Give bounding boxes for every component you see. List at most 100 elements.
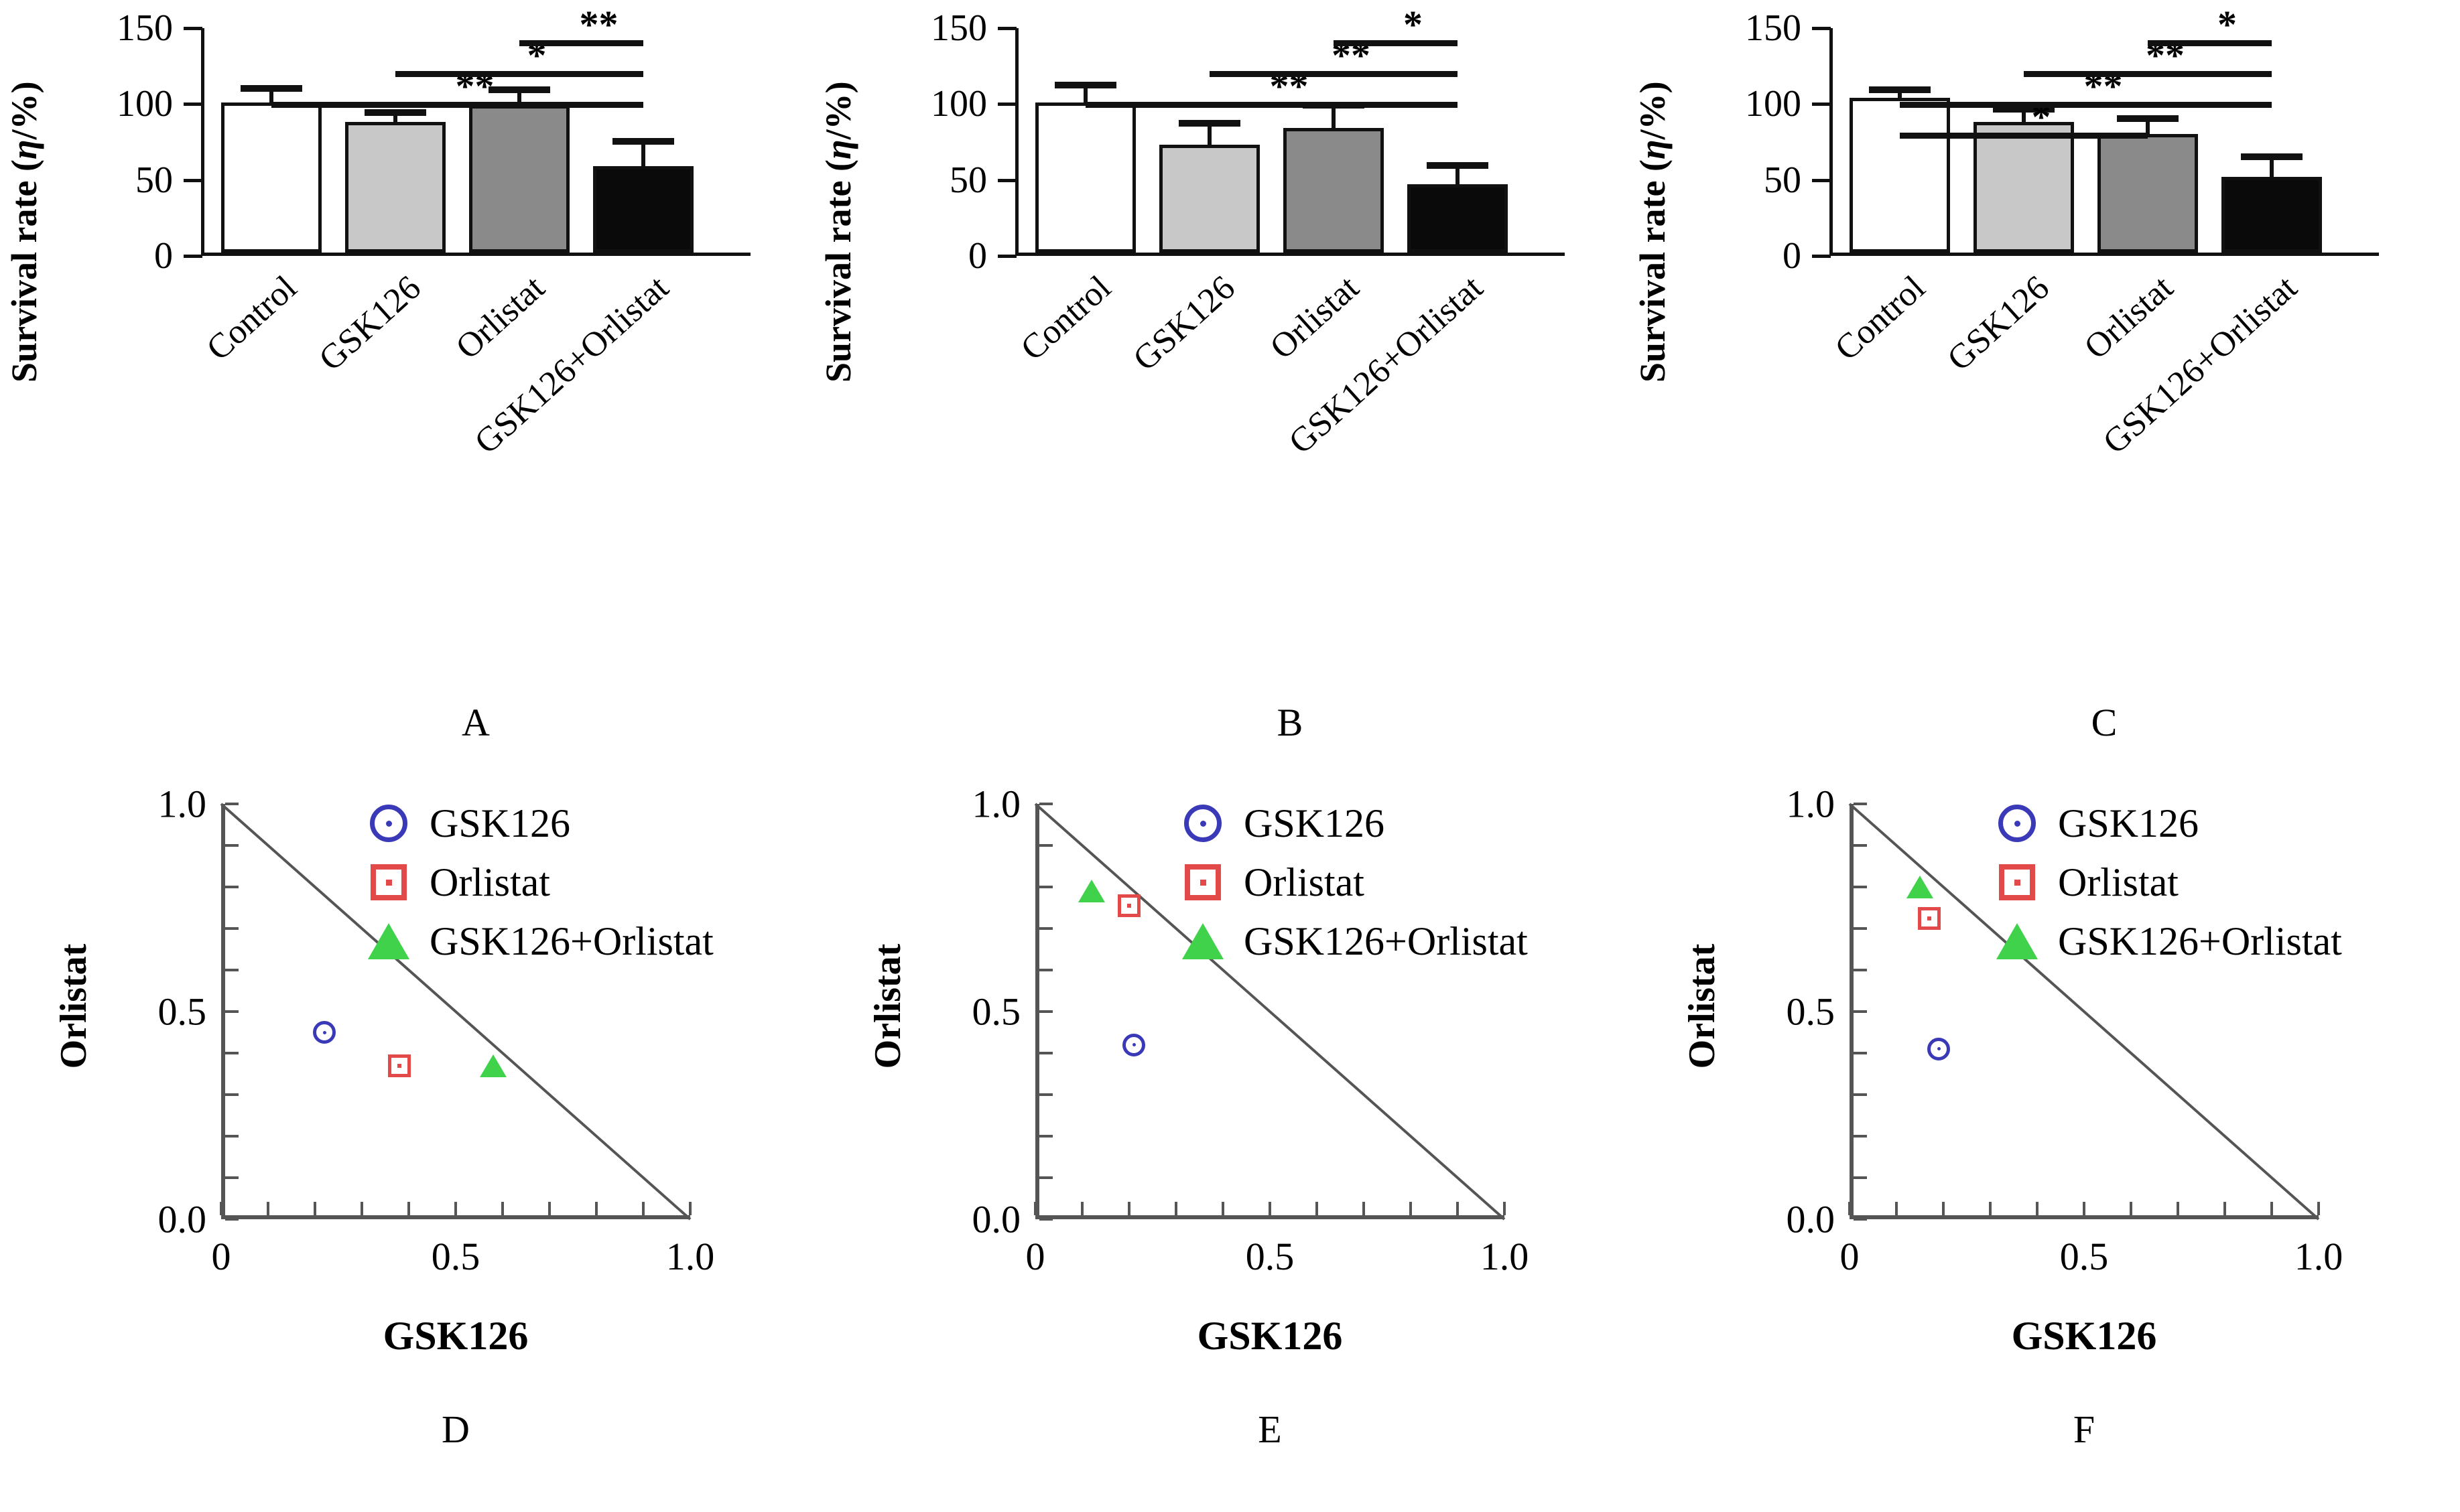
data-point-gsk126-plus-orlistat bbox=[1906, 876, 1933, 898]
iso-x-minor-tick bbox=[1848, 1202, 1851, 1215]
bar-orlistat bbox=[469, 25, 570, 253]
iso-plot-area: 0.0 0.5 1.0 0 0.5 1.0 GSK126 Orlistat GSK126+Orl… bbox=[1787, 782, 2343, 1279]
data-point-gsk126-plus-orlistat bbox=[480, 1054, 507, 1077]
iso-y-tick-label: 0.0 bbox=[157, 1197, 207, 1241]
y-tick: 150 bbox=[1745, 9, 1831, 47]
y-axis-line bbox=[201, 28, 204, 256]
isobologram-panel-e: Orlistat 0.0 0.5 1.0 0 0.5 1.0 GSK126 Orlistat GS… bbox=[814, 782, 1632, 1460]
bar-gsk126 bbox=[345, 25, 446, 253]
bar-gsk126 bbox=[1973, 25, 2074, 253]
iso-x-minor-tick bbox=[1034, 1202, 1037, 1215]
iso-x-minor-tick bbox=[1128, 1202, 1130, 1215]
legend-item-orlistat: Orlistat bbox=[1179, 857, 1528, 907]
iso-y-minor-tick bbox=[1854, 1052, 1867, 1054]
iso-x-minor-tick bbox=[1315, 1202, 1318, 1215]
y-tick: 0 bbox=[968, 237, 1017, 275]
iso-x-tick-label: 0 bbox=[211, 1235, 231, 1278]
error-bar-cap bbox=[1869, 86, 1931, 93]
iso-y-tick-label: 0.0 bbox=[972, 1197, 1021, 1241]
iso-y-minor-tick bbox=[225, 1093, 239, 1096]
y-axis-line bbox=[1015, 28, 1019, 256]
iso-x-minor-tick bbox=[454, 1202, 457, 1215]
circle-marker-icon bbox=[1927, 1037, 1950, 1060]
iso-y-minor-tick bbox=[1039, 1093, 1053, 1096]
iso-y-minor-tick bbox=[225, 803, 239, 805]
panel-letter-c: C bbox=[2091, 701, 2118, 744]
y-tick-label: 50 bbox=[1764, 159, 1801, 201]
iso-y-axis-line bbox=[1850, 804, 1854, 1219]
iso-x-tick-label: 0 bbox=[1025, 1235, 1045, 1278]
panel-letter-b: B bbox=[1277, 701, 1303, 744]
iso-y-minor-tick bbox=[1854, 927, 1867, 930]
iso-y-minor-tick bbox=[1854, 844, 1867, 847]
x-axis-label-gsk126: GSK126 bbox=[312, 268, 428, 379]
iso-y-minor-tick bbox=[225, 927, 239, 930]
y-tick: 100 bbox=[117, 85, 202, 123]
error-bar bbox=[1208, 126, 1212, 145]
iso-x-minor-tick bbox=[2177, 1202, 2179, 1215]
iso-y-minor-tick bbox=[1039, 1218, 1053, 1221]
square-legend-icon bbox=[1185, 864, 1221, 900]
error-bar-cap bbox=[1179, 119, 1240, 127]
bar-rect bbox=[345, 122, 446, 253]
iso-x-axis-line bbox=[221, 1215, 690, 1219]
x-axis-label-control: Control bbox=[199, 268, 304, 368]
iso-y-minor-tick bbox=[1039, 1135, 1053, 1138]
bar-rect bbox=[1850, 97, 1950, 253]
legend-symbol bbox=[365, 859, 412, 906]
iso-y-minor-tick bbox=[1039, 927, 1053, 930]
iso-y-axis-label: Orlistat bbox=[53, 943, 94, 1069]
iso-y-tick-label: 0.0 bbox=[1786, 1197, 1835, 1241]
legend-item-gsk126: GSK126 bbox=[1179, 799, 1528, 848]
iso-y-axis-line bbox=[1035, 804, 1039, 1219]
data-point-gsk126 bbox=[313, 1021, 336, 1044]
iso-x-minor-tick bbox=[2223, 1202, 2226, 1215]
bar-orlistat bbox=[2097, 25, 2198, 253]
y-tick: 50 bbox=[135, 161, 202, 199]
error-bar-cap bbox=[1427, 162, 1488, 169]
iso-x-tick-label: 0 bbox=[1839, 1235, 1860, 1278]
y-tick: 150 bbox=[117, 9, 202, 47]
iso-y-tick-label: 0.5 bbox=[1786, 989, 1835, 1034]
iso-x-tick-label: 1.0 bbox=[2294, 1235, 2343, 1278]
iso-x-tick-label: 0.5 bbox=[431, 1235, 480, 1278]
bar-rect bbox=[221, 102, 322, 253]
iso-x-minor-tick bbox=[2036, 1202, 2038, 1215]
iso-x-minor-tick bbox=[361, 1202, 363, 1215]
legend-symbol bbox=[1179, 800, 1226, 847]
circle-marker-icon bbox=[313, 1021, 336, 1044]
iso-y-tick-label: 1.0 bbox=[1786, 782, 1835, 826]
y-tick: 50 bbox=[1764, 161, 1831, 199]
error-bar bbox=[2022, 113, 2026, 123]
iso-y-axis-label: Orlistat bbox=[867, 943, 909, 1069]
iso-x-minor-tick bbox=[2270, 1202, 2273, 1215]
bar-gsk126 bbox=[1159, 25, 1260, 253]
iso-y-tick-label: 0.5 bbox=[972, 989, 1021, 1034]
error-bar bbox=[517, 93, 521, 106]
iso-x-minor-tick bbox=[2130, 1202, 2132, 1215]
bar-plot-area: 0 50 100 150 * ** ** * bbox=[1745, 5, 2379, 275]
legend: GSK126 Orlistat GSK126+Orlistat bbox=[365, 799, 714, 966]
iso-y-minor-tick bbox=[225, 1010, 239, 1013]
iso-x-minor-tick bbox=[548, 1202, 551, 1215]
circle-legend-icon bbox=[1998, 805, 2036, 842]
bar-chart-panel-c: Survival rate (η/%) 0 50 100 150 * ** ** * Contro… bbox=[1628, 0, 2446, 744]
square-marker-icon bbox=[1918, 906, 1941, 930]
y-tick-label: 150 bbox=[931, 7, 987, 49]
significance-bar bbox=[1334, 40, 1458, 46]
significance-bar bbox=[1210, 71, 1458, 77]
iso-x-minor-tick bbox=[1989, 1202, 1992, 1215]
square-marker-icon bbox=[1118, 894, 1141, 917]
significance-star: * bbox=[1403, 3, 1423, 46]
square-legend-icon bbox=[371, 864, 407, 900]
data-point-orlistat bbox=[1118, 894, 1141, 917]
iso-y-minor-tick bbox=[1039, 803, 1053, 805]
iso-y-minor-tick bbox=[1039, 1176, 1053, 1179]
legend-symbol bbox=[365, 800, 412, 847]
bar-y-axis-label: Survival rate (η/%) bbox=[818, 81, 858, 383]
iso-y-minor-tick bbox=[225, 844, 239, 847]
triangle-legend-icon bbox=[1182, 923, 1224, 959]
legend-item-orlistat: Orlistat bbox=[365, 857, 714, 907]
error-bar-cap bbox=[612, 138, 674, 145]
